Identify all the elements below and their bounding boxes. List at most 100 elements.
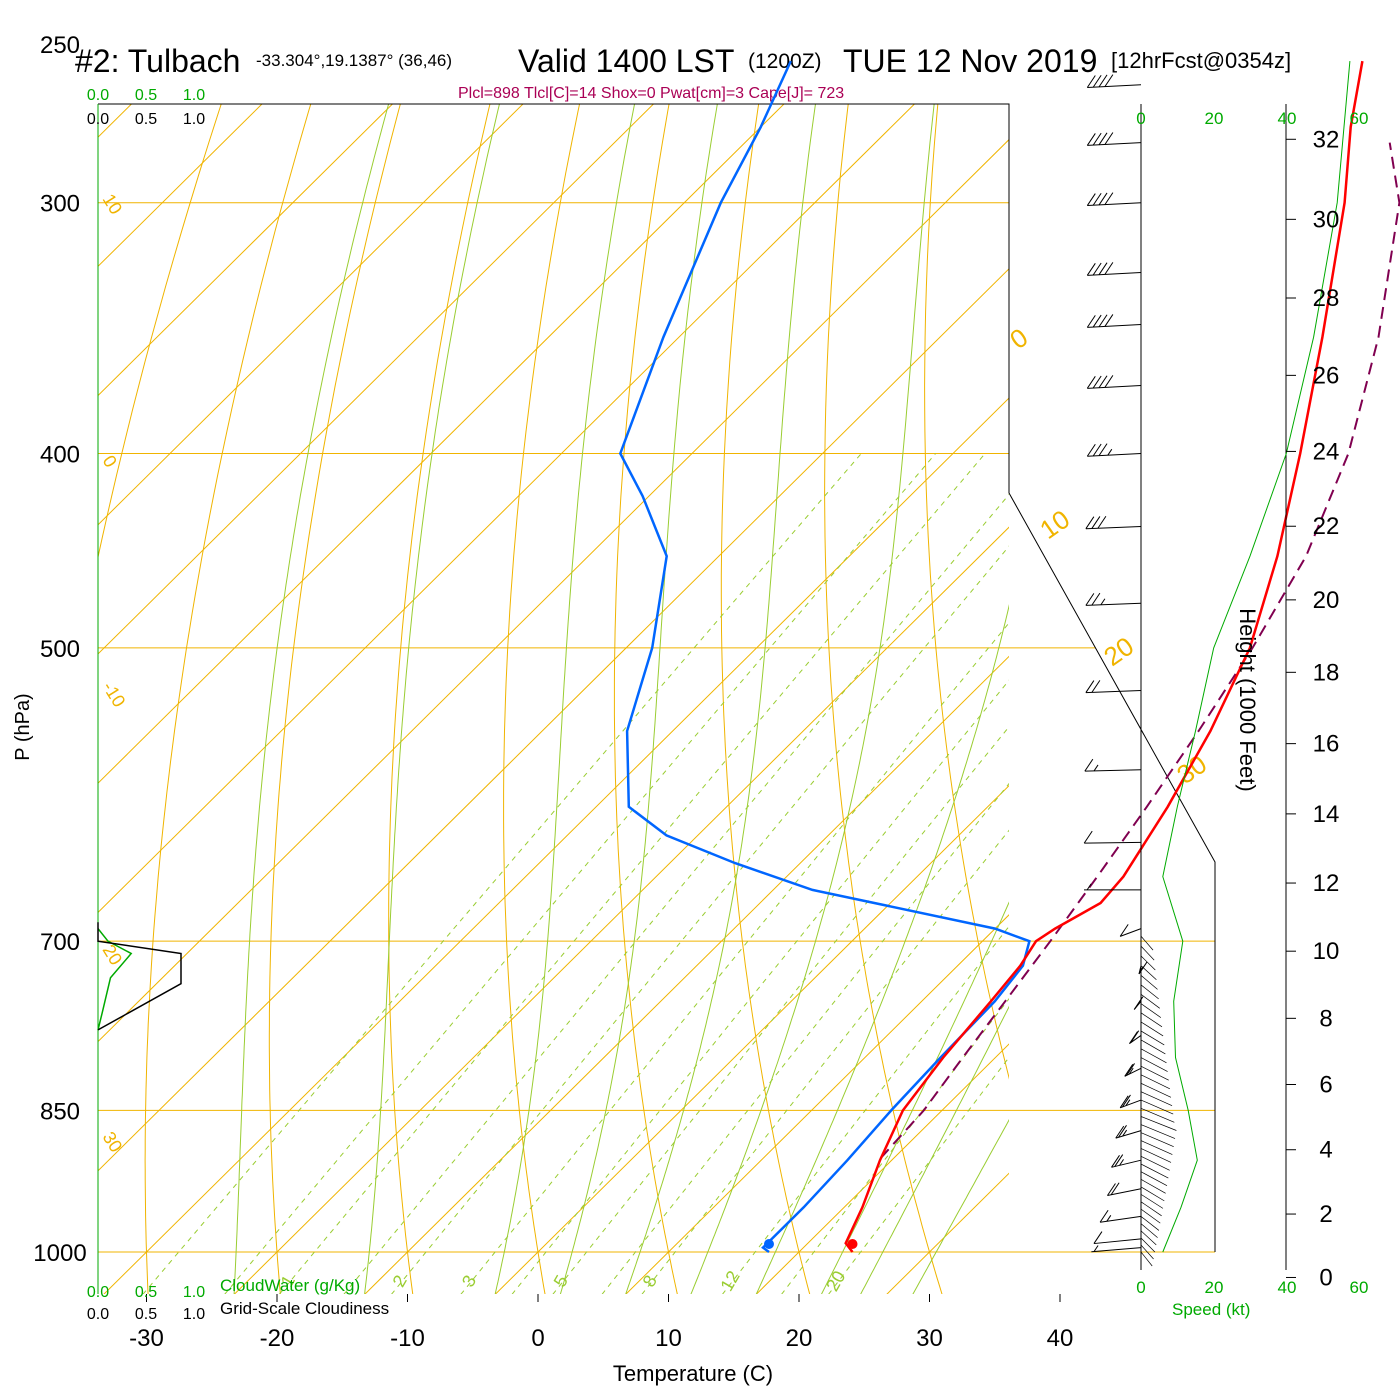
- wind-barb-flag: [1086, 263, 1096, 276]
- wind-hatch-line: [1140, 1124, 1176, 1139]
- speed-axis-tick-label: 0: [1136, 1278, 1145, 1297]
- isotherm-label: 0: [99, 452, 121, 471]
- wind-barb: [1085, 680, 1142, 694]
- isotherm-line: [625, 914, 1009, 1294]
- cloud-axis-tick-label: 0.0: [87, 87, 109, 104]
- wind-barb-staff: [1087, 452, 1142, 457]
- forecast-info: [12hrFcst@0354z]: [1111, 48, 1291, 73]
- wind-hatch-line: [1140, 1116, 1177, 1131]
- wind-barb-staff: [1084, 769, 1142, 772]
- wind-hatch-line: [1140, 1099, 1174, 1115]
- wind-barb-flag: [1104, 132, 1114, 145]
- isotherm-line: [886, 1172, 1009, 1294]
- wind-barb: [1085, 592, 1142, 606]
- wind-barb-flag: [1092, 192, 1102, 206]
- wind-barb-staff: [1087, 84, 1142, 89]
- wind-barb-staff: [1084, 841, 1142, 844]
- height-tick-label: 8: [1319, 1005, 1332, 1032]
- isotherm-label: 30: [99, 1128, 127, 1156]
- wind-hatch-line: [1140, 984, 1159, 1000]
- cloud-axis-tick-label: 1.0: [183, 111, 205, 128]
- wind-barb-flag: [1083, 830, 1093, 844]
- wind-hatch-line: [1140, 1186, 1165, 1202]
- dry-adiabat-label: 20: [1098, 631, 1139, 672]
- pressure-tick-label: 1000: [33, 1240, 86, 1267]
- height-tick-label: 10: [1313, 938, 1340, 965]
- isotherm-line: [98, 104, 916, 914]
- mixing-ratio-line: [601, 782, 1009, 1294]
- wind-hatch-line: [1140, 1012, 1163, 1028]
- wind-barb: [1115, 1125, 1142, 1139]
- parcel-profile-line: [879, 142, 1400, 1159]
- isotherm-line: [98, 104, 785, 784]
- wind-hatch-line: [1140, 1194, 1164, 1209]
- wind-barb-staff: [1107, 1188, 1142, 1197]
- height-tick-label: 14: [1313, 801, 1340, 828]
- mixing-ratio-line: [641, 829, 1009, 1294]
- mixing-ratio-line: [391, 545, 1009, 1294]
- wind-barb-flag: [1104, 74, 1114, 87]
- cloud-axis-tick-label: 0.0: [87, 111, 109, 128]
- mixing-ratio-label: 5: [550, 1272, 572, 1291]
- wind-hatch-line: [1140, 975, 1158, 990]
- wind-hatch-line: [1140, 965, 1157, 980]
- wind-hatch-line: [1140, 1251, 1153, 1267]
- wind-barb: [1111, 1154, 1142, 1168]
- wind-barb-staff: [1087, 324, 1142, 328]
- wind-barb-flag: [1092, 375, 1102, 389]
- wind-barb-flag: [1092, 74, 1102, 88]
- mixing-ratio-line: [552, 726, 1009, 1294]
- wind-barb-staff: [1120, 1099, 1142, 1109]
- wind-barb-half-flag: [1119, 1159, 1124, 1166]
- wind-barb-staff: [1115, 1130, 1142, 1139]
- wind-barb-staff: [1085, 526, 1142, 530]
- cloud-axis-tick-label: 1.0: [183, 1284, 205, 1301]
- wind-barb: [1129, 1030, 1142, 1044]
- wind-barb: [1086, 443, 1142, 457]
- wind-barb-flag: [1093, 1231, 1103, 1244]
- wind-hatch-line: [1140, 1065, 1169, 1081]
- temperature-tick-label: 30: [916, 1325, 943, 1352]
- isotherm-line: [98, 268, 1009, 1172]
- wind-barb-staff: [1087, 202, 1142, 207]
- temperature-tick-label: 20: [786, 1325, 813, 1352]
- wind-barb-flag: [1086, 75, 1096, 88]
- wind-barb: [1085, 515, 1142, 530]
- wind-barb-flag: [1118, 1125, 1127, 1138]
- mixing-ratio-line: [781, 998, 1009, 1294]
- wind-barb-flag: [1115, 1125, 1125, 1139]
- wind-barb-flag: [1084, 758, 1094, 772]
- wind-barb: [1086, 74, 1142, 89]
- wind-barb-flag: [1091, 516, 1101, 529]
- wind-barb-flag: [1110, 1182, 1120, 1196]
- isotherm-line: [98, 104, 524, 526]
- wind-hatch-line: [1140, 1216, 1160, 1231]
- wind-hatch-line: [1140, 1155, 1170, 1171]
- dry-adiabat-line: [503, 104, 581, 1294]
- wind-hatch-line: [1140, 1057, 1168, 1072]
- wind-barb-flag: [1126, 1063, 1135, 1076]
- height-tick-label: 6: [1319, 1072, 1332, 1099]
- wind-barb-staff: [1087, 271, 1142, 276]
- wind-barb-flag: [1092, 443, 1102, 457]
- wind-barb-half-flag: [1122, 1129, 1128, 1137]
- wind-barb-flag: [1134, 996, 1144, 1009]
- height-tick-label: 18: [1313, 659, 1340, 686]
- height-tick-label: 12: [1313, 870, 1340, 897]
- moist-adiabat-line: [755, 604, 1009, 1294]
- wind-barb-flag: [1119, 1095, 1129, 1109]
- main-grid: [98, 8, 1400, 1294]
- dry-adiabat-line: [1295, 8, 1400, 1294]
- dry-adiabat-label: 30: [1171, 749, 1212, 790]
- wind-barb: [1084, 883, 1141, 891]
- wind-hatch-line: [1140, 1082, 1172, 1098]
- temperature-tick-label: 10: [655, 1325, 682, 1352]
- moist-adiabat-line: [559, 104, 718, 1294]
- wind-barb: [1084, 758, 1142, 772]
- height-tick-label: 0: [1319, 1264, 1332, 1291]
- wind-barb: [1083, 830, 1142, 844]
- wind-hatch-line: [1140, 1003, 1162, 1018]
- wind-hatch-line: [1140, 1091, 1173, 1107]
- wind-panel: 0020204040606002468101214161820222426283…: [1083, 61, 1368, 1297]
- wind-barb-staff: [1085, 689, 1142, 694]
